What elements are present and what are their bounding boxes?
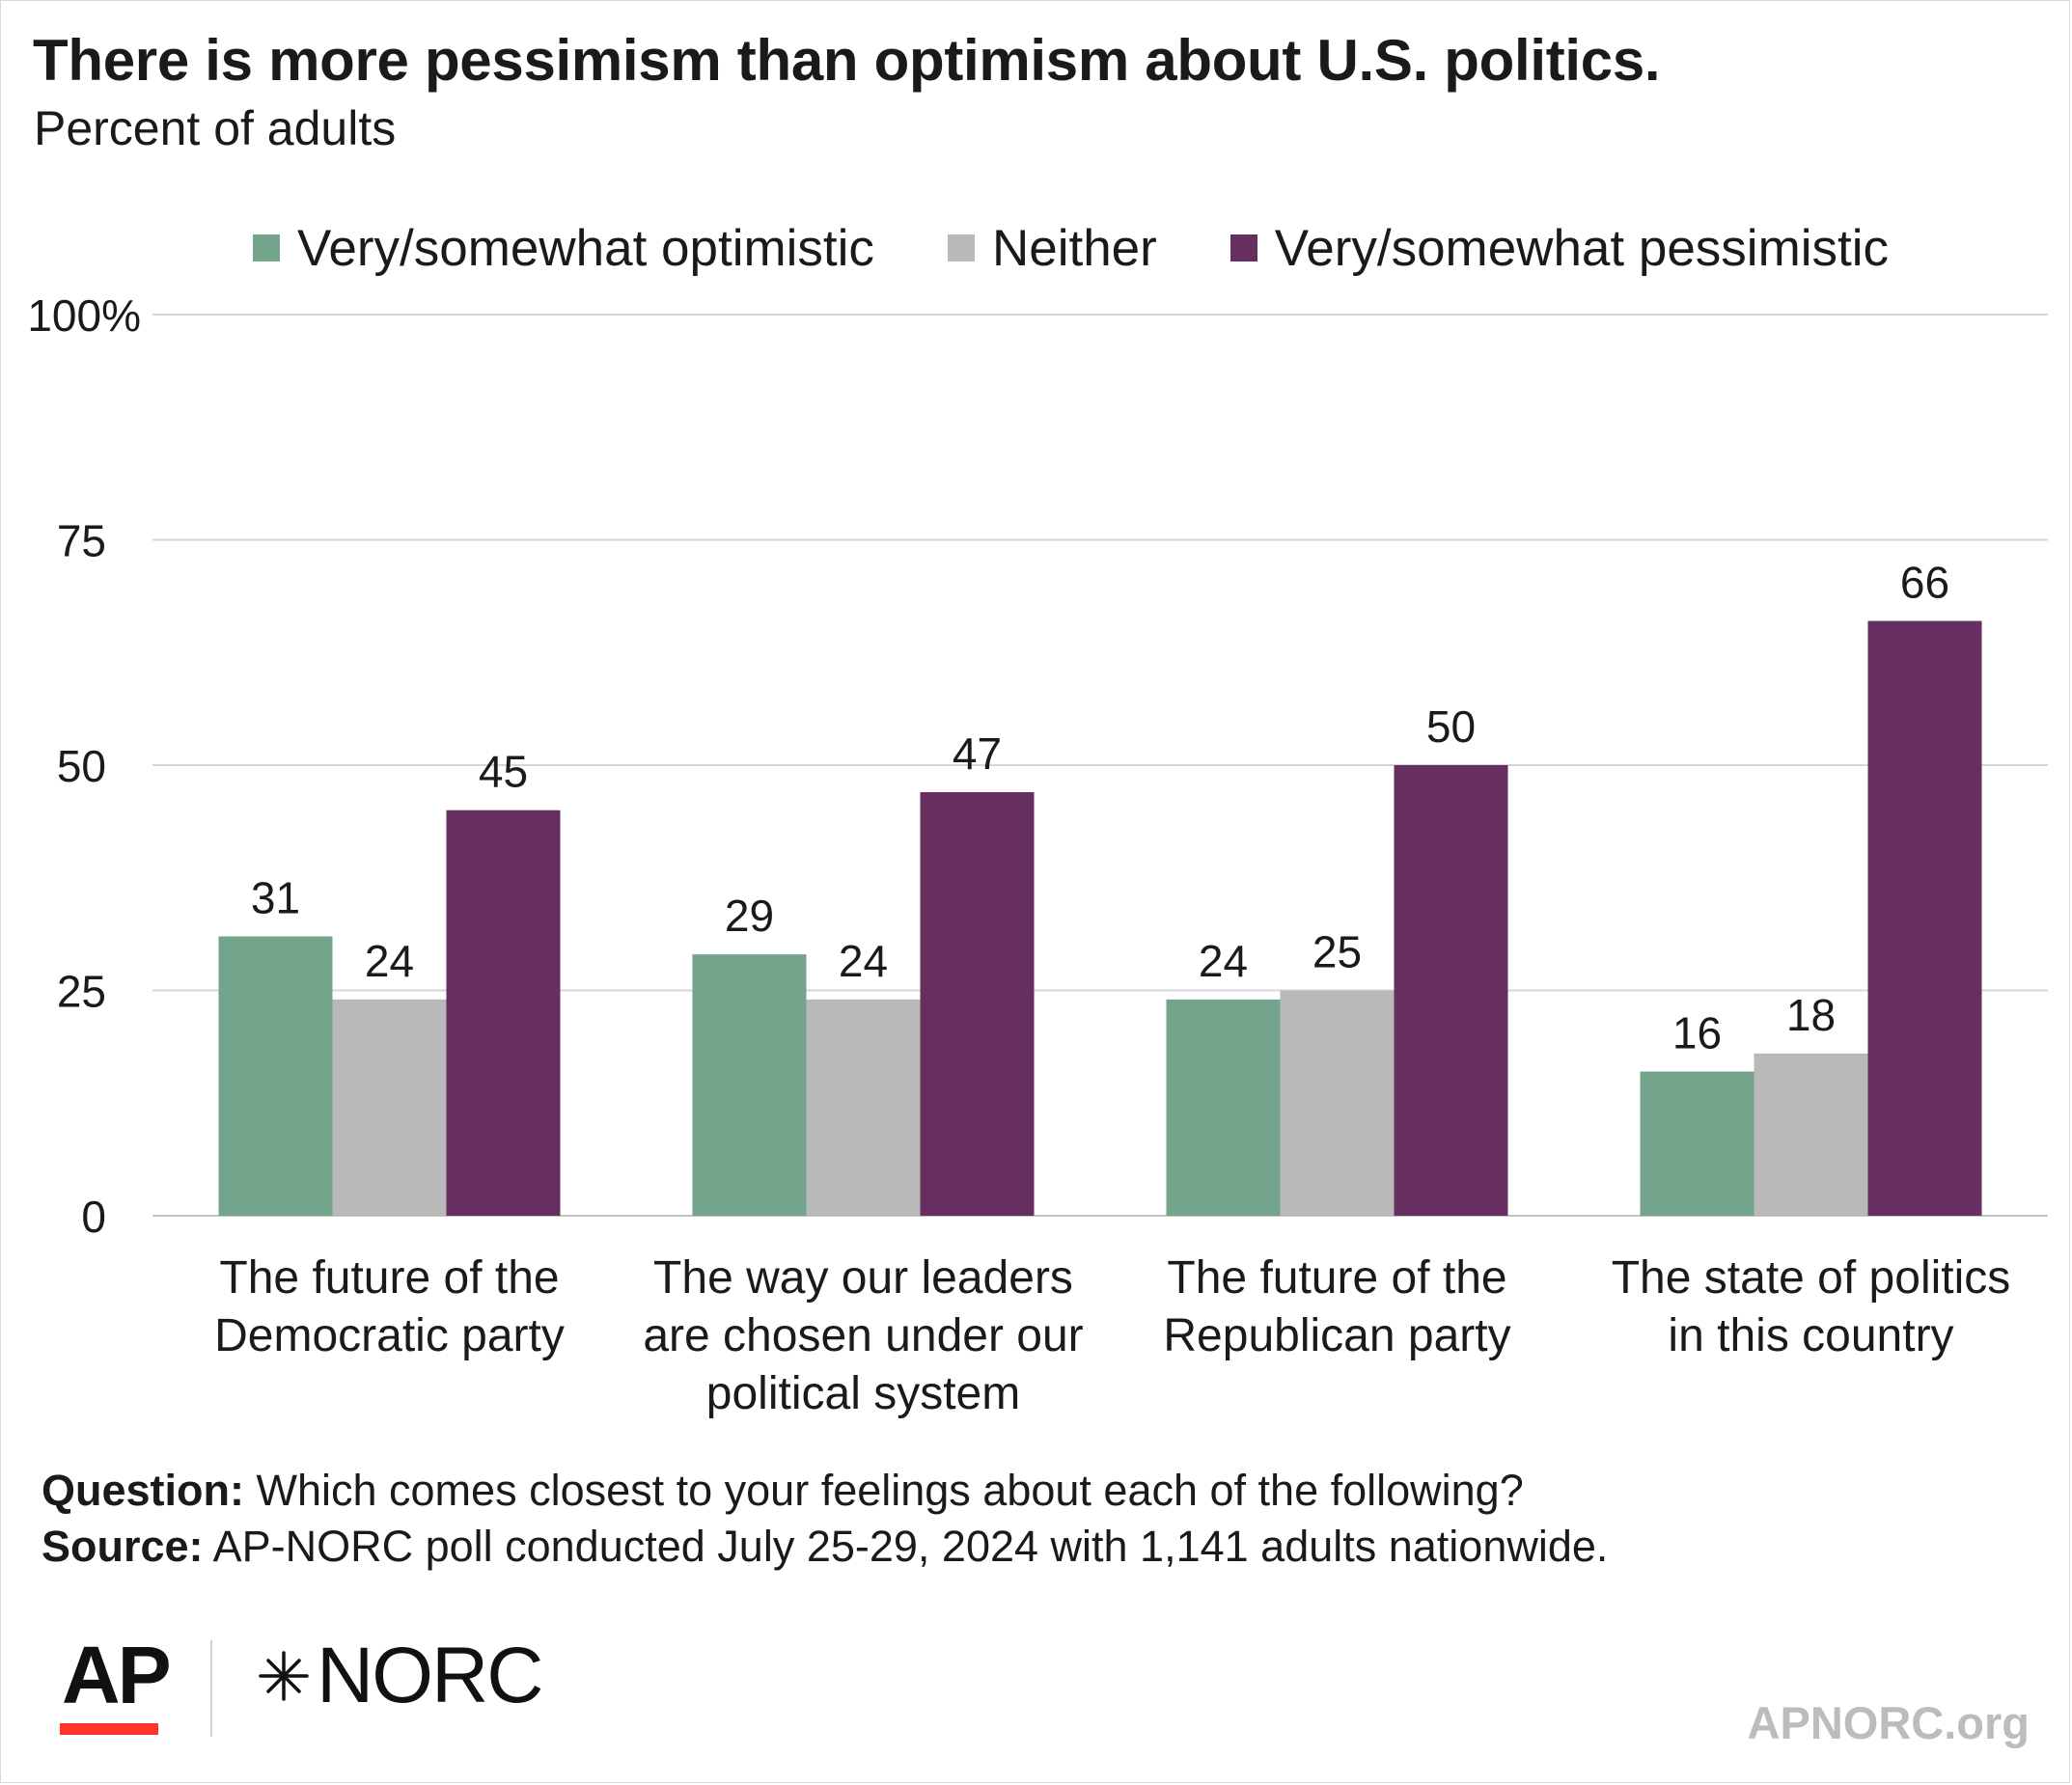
question-text: Which comes closest to your feelings abo… [244, 1466, 1524, 1515]
bar [332, 999, 447, 1216]
bar-chart: 0 25 50 75 100% 31 24 45 The future of the Democr… [27, 290, 2048, 1419]
y-tick-label: 100% [27, 290, 141, 341]
bar [1394, 765, 1508, 1216]
x-tick-label: are chosen under our [643, 1310, 1083, 1361]
data-label: 47 [953, 728, 1002, 779]
norc-star-icon [259, 1651, 309, 1701]
x-tick-label: in this country [1668, 1310, 1953, 1361]
legend-swatch-optimistic [253, 234, 280, 261]
x-tick-label: The future of the [1167, 1252, 1506, 1304]
source-label: Source: [41, 1522, 204, 1571]
x-tick-label: The future of the [219, 1252, 559, 1304]
source-text: AP-NORC poll conducted July 25-29, 2024 … [203, 1522, 1609, 1571]
site-url: APNORC.org [1747, 1697, 2030, 1748]
y-tick-label: 50 [57, 741, 106, 791]
logo-divider [210, 1640, 212, 1737]
ap-logo: AP [62, 1630, 172, 1720]
data-label: 24 [839, 936, 888, 986]
y-tick-label: 75 [57, 516, 106, 566]
legend: Very/somewhat optimistic Neither Very/so… [253, 217, 1889, 279]
data-label: 45 [479, 747, 528, 797]
bar [446, 810, 561, 1216]
footnotes: Question: Which comes closest to your fe… [41, 1463, 1608, 1575]
question-label: Question: [41, 1466, 244, 1515]
x-tick-label: Democratic party [214, 1310, 565, 1361]
data-label: 25 [1312, 927, 1362, 977]
legend-item-optimistic: Very/somewhat optimistic [253, 219, 874, 278]
bar [1280, 990, 1395, 1216]
norc-logo-text: NORC [317, 1632, 543, 1719]
data-label: 18 [1786, 990, 1836, 1040]
x-tick-label: political system [706, 1368, 1020, 1419]
bar [920, 792, 1035, 1216]
x-tick-label: Republican party [1163, 1310, 1510, 1361]
legend-item-pessimistic: Very/somewhat pessimistic [1229, 219, 1890, 278]
source-note: Source: AP-NORC poll conducted July 25-2… [41, 1519, 1608, 1575]
legend-item-neither: Neither [947, 219, 1157, 278]
bar [1166, 999, 1281, 1216]
legend-label-pessimistic: Very/somewhat pessimistic [1274, 219, 1890, 277]
legend-swatch-pessimistic [1229, 234, 1257, 261]
bar [1640, 1071, 1754, 1216]
data-label: 16 [1672, 1008, 1722, 1058]
y-tick-label: 0 [81, 1192, 106, 1242]
legend-label-neither: Neither [991, 219, 1157, 277]
data-label: 66 [1900, 558, 1949, 608]
legend-swatch-neither [947, 234, 975, 261]
chart-subtitle: Percent of adults [34, 101, 397, 155]
bar [218, 936, 333, 1216]
data-label: 24 [365, 936, 414, 986]
ap-logo-underline [60, 1723, 158, 1735]
x-tick-label: The state of politics [1612, 1252, 2011, 1304]
data-label: 29 [725, 891, 774, 941]
norc-logo: NORC [255, 1631, 543, 1721]
chart-title: There is more pessimism than optimism ab… [33, 28, 1661, 93]
x-tick-label: The way our leaders [653, 1252, 1073, 1304]
bar [692, 954, 807, 1216]
bar [1867, 620, 1982, 1216]
data-label: 50 [1426, 701, 1476, 752]
bar [806, 999, 921, 1216]
legend-label-optimistic: Very/somewhat optimistic [297, 219, 874, 277]
bar [1754, 1053, 1868, 1216]
question-note: Question: Which comes closest to your fe… [41, 1463, 1608, 1519]
y-tick-label: 25 [57, 967, 106, 1017]
data-label: 31 [251, 872, 300, 922]
data-label: 24 [1199, 936, 1248, 986]
